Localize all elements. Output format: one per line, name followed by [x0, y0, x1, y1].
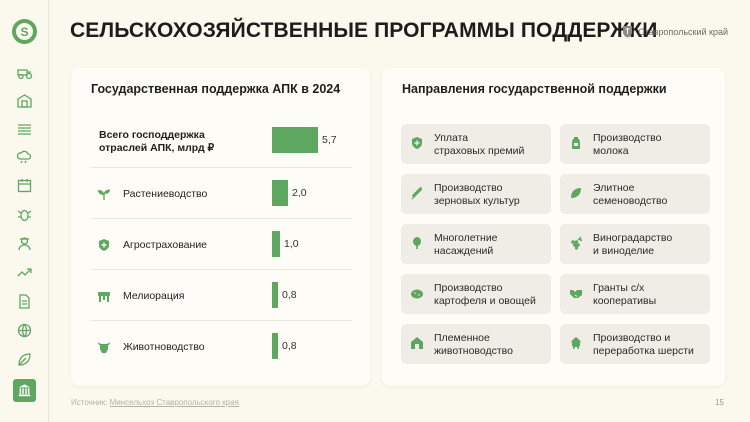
- direction-label: Производство картофеля и овощей: [434, 282, 536, 307]
- barn-icon: [410, 336, 424, 350]
- directions-panel-title: Направления государственной поддержки: [402, 82, 667, 96]
- source-prefix: Источник:: [71, 398, 108, 407]
- field-icon[interactable]: [16, 121, 33, 138]
- direction-tile[interactable]: Производство зерновых культур: [401, 174, 551, 214]
- farmer-icon[interactable]: [16, 235, 33, 252]
- wheat-icon: [410, 186, 424, 200]
- direction-tile[interactable]: Элитное семеноводство: [560, 174, 710, 214]
- direction-label: Производство зерновых культур: [434, 182, 520, 207]
- direction-label: Элитное семеноводство: [593, 182, 668, 207]
- page-number: 15: [715, 398, 724, 407]
- support-row: Агрострахование 1,0: [91, 219, 352, 270]
- direction-label: Гранты с/х кооперативы: [593, 282, 657, 307]
- page-title: СЕЛЬСКОХОЗЯЙСТВЕННЫЕ ПРОГРАММЫ ПОДДЕРЖКИ: [70, 19, 658, 42]
- support-row-label: Животноводство: [123, 341, 205, 353]
- support-row-label: Растениеводство: [123, 188, 208, 200]
- direction-tile[interactable]: Производство картофеля и овощей: [401, 274, 551, 314]
- sprout-icon: [97, 187, 111, 201]
- government-building-icon[interactable]: [13, 379, 36, 402]
- direction-tile[interactable]: Виноградарство и виноделие: [560, 224, 710, 264]
- support-row-label: Всего господдержка отраслей АПК, млрд ₽: [99, 129, 215, 154]
- direction-tile[interactable]: Производство молока: [560, 124, 710, 164]
- direction-label: Производство молока: [593, 132, 662, 157]
- logo-icon[interactable]: S: [12, 19, 37, 44]
- shield-plus-icon: [410, 136, 424, 150]
- support-panel-title: Государственная поддержка АПК в 2024: [91, 82, 341, 96]
- support-value: 2,0: [292, 187, 307, 199]
- direction-tile[interactable]: Многолетние насаждений: [401, 224, 551, 264]
- direction-tile[interactable]: Племенное животноводство: [401, 324, 551, 364]
- tractor-icon[interactable]: [16, 64, 33, 81]
- leaf-icon[interactable]: [16, 351, 33, 368]
- seed-icon: [569, 186, 583, 200]
- support-value: 0,8: [282, 289, 297, 301]
- support-bar: [272, 180, 288, 206]
- support-row-label: Агрострахование: [123, 239, 208, 251]
- support-row: Животноводство 0,8: [91, 321, 352, 372]
- barn-icon[interactable]: [16, 92, 33, 109]
- direction-tile[interactable]: Производство и переработка шерсти: [560, 324, 710, 364]
- weather-icon[interactable]: [16, 148, 33, 165]
- support-row: Мелиорация 0,8: [91, 270, 352, 321]
- support-panel: Государственная поддержка АПК в 2024 Все…: [71, 68, 370, 386]
- support-bar: [272, 333, 278, 359]
- region-name: Ставропольский край: [638, 26, 728, 37]
- calendar-icon[interactable]: [16, 177, 33, 194]
- irrigation-icon: [97, 289, 111, 303]
- shield-plus-icon: [97, 238, 111, 252]
- direction-tile[interactable]: Уплата страховых премий: [401, 124, 551, 164]
- cow-icon: [97, 340, 111, 354]
- region-label: Ставропольский край: [622, 25, 728, 38]
- direction-label: Многолетние насаждений: [434, 232, 498, 257]
- directions-panel: Направления государственной поддержки Уп…: [382, 68, 725, 386]
- source-link[interactable]: Минсельхоз Ставропольского края: [109, 398, 239, 407]
- direction-tile[interactable]: Гранты с/х кооперативы: [560, 274, 710, 314]
- support-bar: [272, 127, 318, 153]
- direction-label: Производство и переработка шерсти: [593, 332, 694, 357]
- support-bar: [272, 231, 280, 257]
- chart-icon[interactable]: [16, 263, 33, 280]
- support-row-total: Всего господдержка отраслей АПК, млрд ₽ …: [91, 117, 352, 168]
- support-bar: [272, 282, 278, 308]
- direction-label: Уплата страховых премий: [434, 132, 525, 157]
- direction-label: Племенное животноводство: [434, 332, 513, 357]
- tree-icon: [410, 236, 424, 250]
- document-icon[interactable]: [16, 293, 33, 310]
- sidebar: S: [0, 0, 49, 422]
- milk-icon: [569, 136, 583, 150]
- source-note: Источник: Минсельхоз Ставропольского кра…: [71, 398, 239, 407]
- support-value: 1,0: [284, 238, 299, 250]
- bug-icon[interactable]: [16, 206, 33, 223]
- sheep-icon: [569, 336, 583, 350]
- support-value: 0,8: [282, 340, 297, 352]
- support-row-label: Мелиорация: [123, 290, 185, 302]
- support-row: Растениеводство 2,0: [91, 168, 352, 219]
- coat-of-arms-icon: [623, 26, 633, 38]
- support-value: 5,7: [322, 134, 337, 146]
- handshake-icon: [569, 286, 583, 300]
- grapes-icon: [569, 236, 583, 250]
- globe-icon[interactable]: [16, 322, 33, 339]
- direction-label: Виноградарство и виноделие: [593, 232, 673, 257]
- potato-icon: [410, 286, 424, 300]
